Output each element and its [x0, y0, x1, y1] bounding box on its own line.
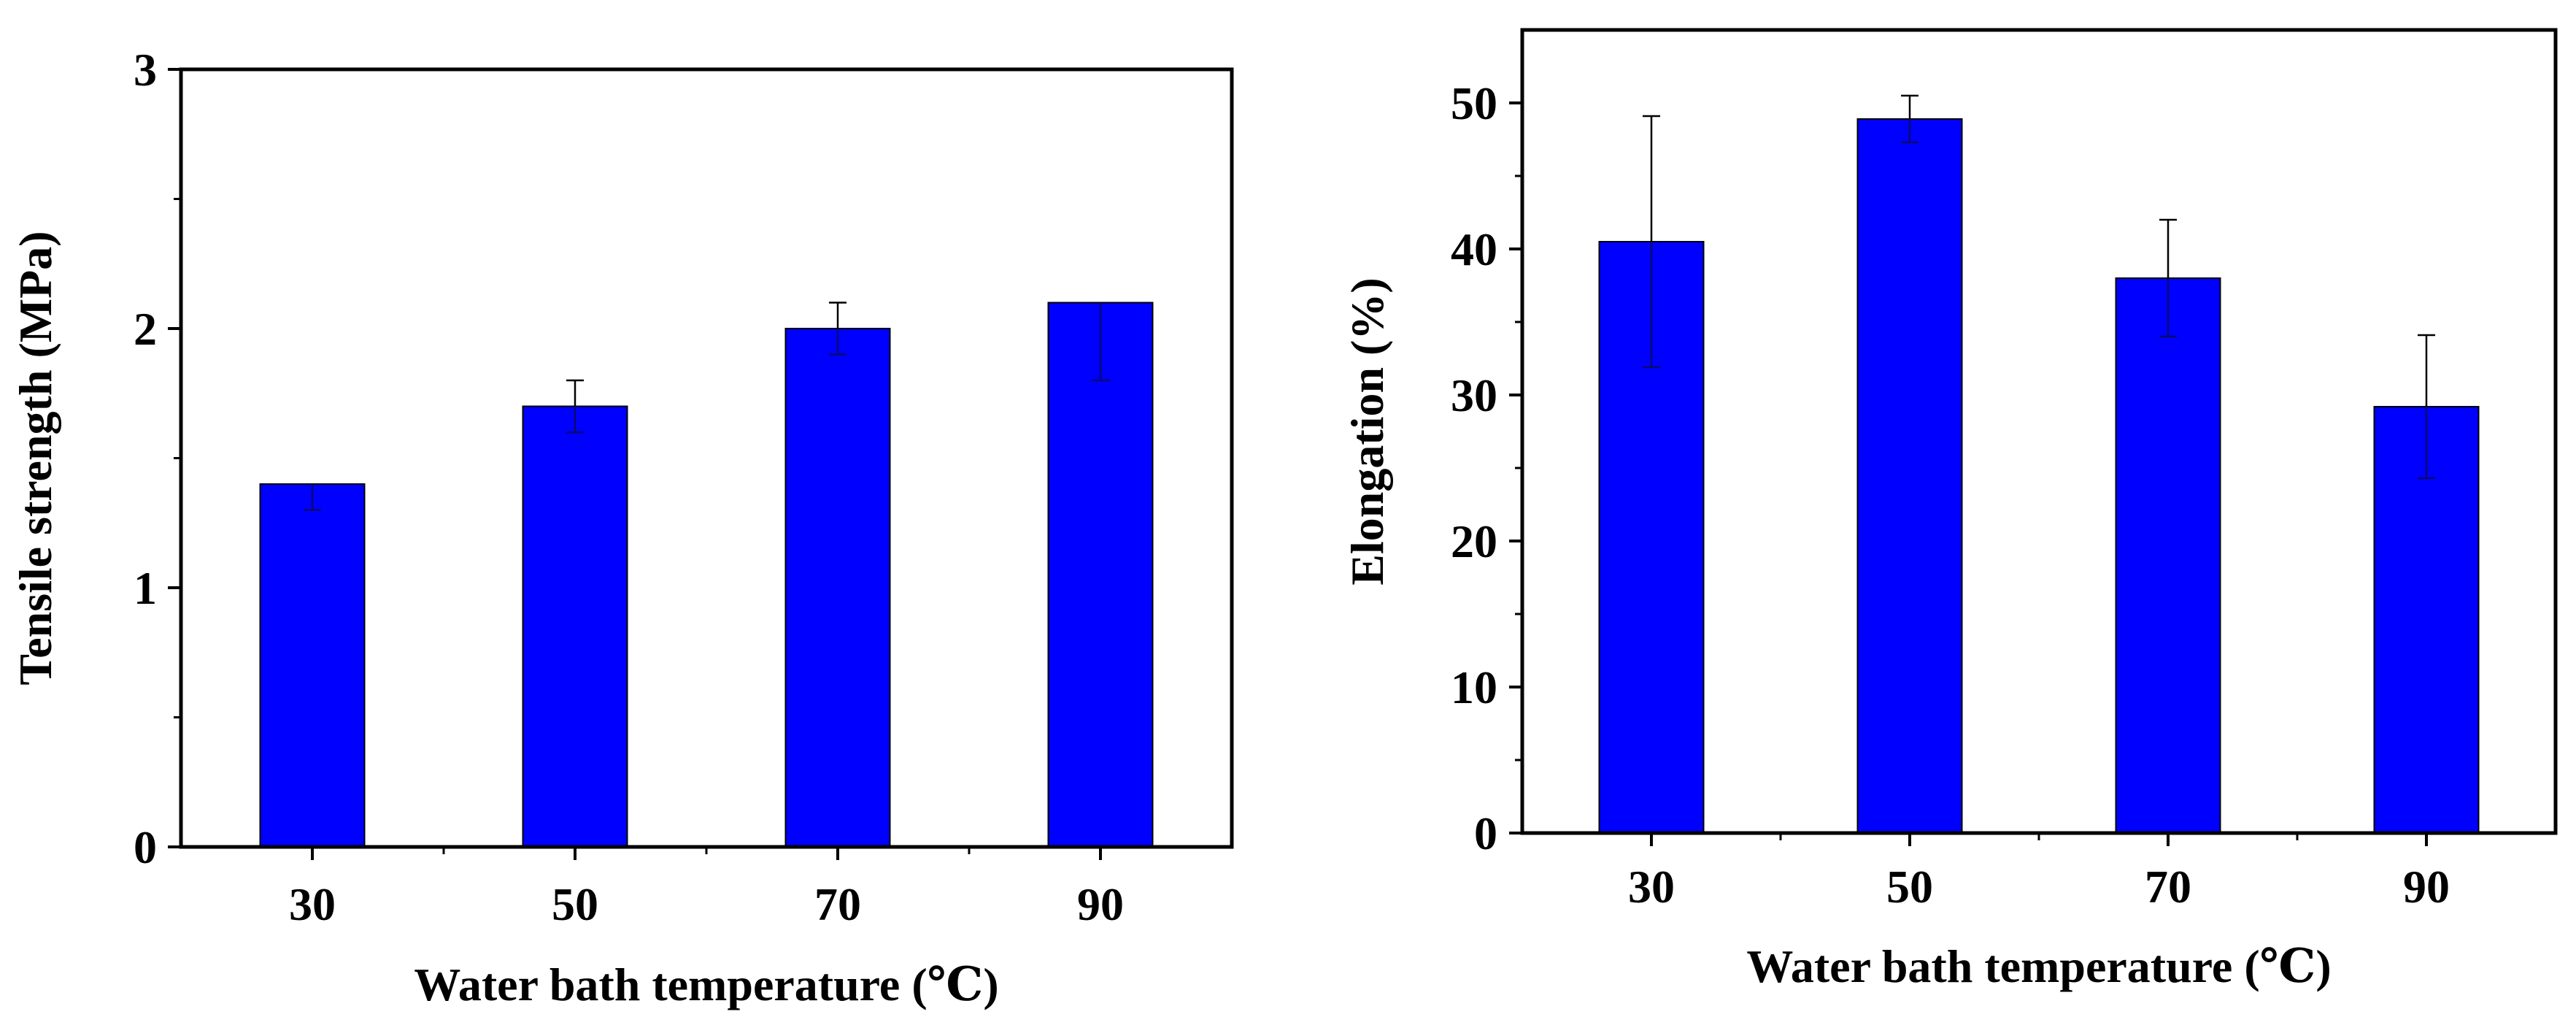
bar — [259, 483, 366, 848]
bar — [1047, 302, 1154, 848]
y-axis-title: Elongation (%) — [1341, 277, 1393, 585]
tensile-strength-chart: 0 1 2 3 30 50 70 90 Water bath temperature (℃) Te… — [9, 44, 1234, 1010]
x-tick-label: 50 — [552, 878, 598, 930]
y-tick-label: 50 — [1451, 77, 1497, 129]
y-tick-label: 30 — [1451, 369, 1497, 421]
y-tick-label: 1 — [134, 562, 157, 614]
y-tick-label: 3 — [134, 44, 157, 96]
bar — [522, 405, 628, 848]
y-tick-label: 0 — [134, 821, 157, 873]
y-tick-label: 10 — [1451, 661, 1497, 713]
bar — [1856, 118, 1963, 834]
x-tick-label: 50 — [1886, 861, 1933, 913]
y-tick-label: 2 — [134, 303, 157, 355]
elongation-chart: 0 10 20 30 40 50 30 50 70 90 Water bath temperatur… — [1341, 28, 2558, 992]
bar — [784, 328, 891, 848]
x-tick-label: 90 — [1077, 878, 1124, 930]
x-tick-label: 30 — [1628, 861, 1675, 913]
y-tick-label: 40 — [1451, 223, 1497, 275]
y-tick-label: 0 — [1474, 807, 1497, 859]
x-axis-title: Water bath temperature (℃) — [414, 959, 998, 1010]
x-axis-title: Water bath temperature (℃) — [1746, 940, 2331, 992]
x-tick-label: 70 — [2145, 861, 2191, 913]
bar — [2115, 277, 2221, 834]
x-tick-label: 30 — [289, 878, 336, 930]
y-tick-label: 20 — [1451, 515, 1497, 567]
x-tick-label: 90 — [2403, 861, 2450, 913]
x-tick-label: 70 — [814, 878, 861, 930]
y-axis-title: Tensile strength (MPa) — [9, 231, 61, 685]
